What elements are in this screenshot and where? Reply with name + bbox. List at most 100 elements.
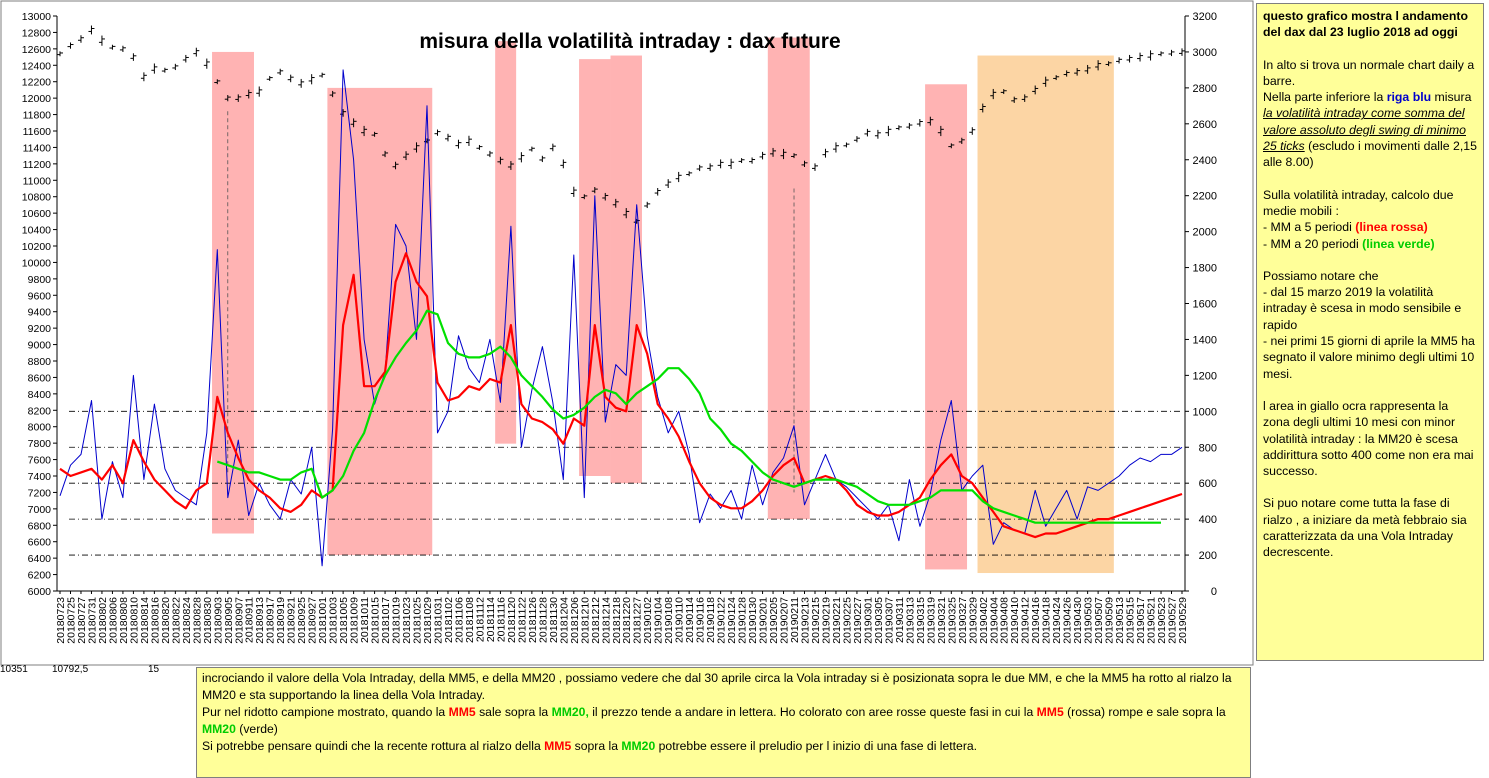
- green-line-label: (linea verde): [1362, 236, 1435, 251]
- x-tick-label: 20190412: [1020, 597, 1032, 644]
- left-tick-label: 9200: [28, 323, 52, 335]
- left-tick-label: 9400: [28, 307, 52, 319]
- x-tick-label: 20180925: [296, 597, 308, 644]
- cell-2: 10792,5: [52, 664, 89, 675]
- right-tick-label: 1400: [1193, 334, 1217, 346]
- side-note-p2c: (escludo i movimenti dalle 2,15 alle 8.0…: [1263, 139, 1477, 170]
- mm20-label: MM20: [202, 722, 236, 736]
- x-tick-label: 20181218: [611, 597, 623, 644]
- side-note-definition: la volatilità intraday come somma del va…: [1263, 106, 1466, 154]
- left-tick-label: 9000: [28, 340, 52, 352]
- left-tick-label: 8600: [28, 372, 52, 384]
- left-tick-label: 6800: [28, 520, 52, 532]
- side-note-p6: Si puo notare come tutta la fase di rial…: [1263, 496, 1467, 560]
- x-tick-label: 20190301: [862, 597, 874, 644]
- cell-3: 15: [148, 664, 160, 675]
- x-tick-label: 20190410: [1009, 597, 1021, 644]
- x-tick-label: 20181126: [527, 597, 539, 643]
- x-tick-label: 20181212: [590, 597, 602, 644]
- bottom-note-line2: Pur nel ridotto campione mostrato, quand…: [202, 704, 1245, 738]
- bottom-note-line1: incrociando il valore della Vola Intrada…: [202, 671, 1232, 702]
- left-tick-label: 8800: [28, 356, 52, 368]
- x-tick-label: 20181120: [506, 597, 518, 643]
- mm20-label: MM20,: [551, 705, 589, 719]
- bottom-text: il prezzo tende a andare in lettera. Ho …: [588, 705, 1037, 719]
- x-tick-label: 20190124: [726, 597, 738, 644]
- x-tick-label: 20181112: [474, 597, 486, 642]
- x-tick-label: 20190515: [1125, 597, 1137, 644]
- x-tick-label: 20190102: [642, 597, 654, 644]
- x-tick-label: 20181029: [422, 597, 434, 644]
- x-tick-label: 20190426: [1062, 597, 1074, 644]
- right-tick-label: 2200: [1193, 191, 1217, 203]
- x-tick-label: 20190221: [831, 597, 843, 644]
- x-tick-label: 20190521: [1146, 597, 1158, 644]
- right-tick-label: 2000: [1193, 227, 1217, 239]
- x-tick-label: 20180820: [160, 597, 172, 644]
- x-tick-label: 20181009: [349, 597, 361, 644]
- x-tick-label: 20180806: [107, 597, 119, 644]
- x-tick-label: 20181227: [632, 597, 644, 644]
- left-tick-label: 12400: [22, 60, 51, 72]
- x-tick-label: 20180921: [286, 597, 298, 644]
- left-tick-label: 6400: [28, 553, 52, 565]
- red-zone-7: [925, 84, 968, 570]
- left-tick-label: 10000: [22, 257, 51, 269]
- volatility-chart: 6000620064006600680070007200740076007800…: [0, 0, 1254, 666]
- x-tick-label: 20190404: [988, 597, 1000, 644]
- x-tick-label: 20180903: [212, 597, 224, 644]
- x-tick-label: 20190329: [967, 597, 979, 644]
- x-tick-label: 20190130: [747, 597, 759, 644]
- left-tick-label: 7400: [28, 471, 52, 483]
- chart-title: misura della volatilità intraday : dax f…: [419, 30, 840, 53]
- x-tick-label: 20181031: [432, 597, 444, 644]
- x-tick-label: 20190201: [758, 597, 770, 644]
- series-line-mm5: [59, 252, 1183, 539]
- side-note-p4c: - nei primi 15 giorni di aprile la MM5 h…: [1263, 334, 1475, 381]
- side-note-p2b: misura: [1431, 90, 1472, 105]
- right-tick-label: 2600: [1193, 119, 1217, 131]
- x-tick-label: 20190128: [737, 597, 749, 644]
- mm5-label: MM5: [1036, 705, 1064, 719]
- x-tick-label: 20180828: [191, 597, 203, 644]
- cell-1: 10351: [0, 664, 28, 675]
- x-tick-label: 20181128: [537, 597, 549, 643]
- left-tick-label: 9800: [28, 274, 52, 286]
- left-tick-label: 12800: [22, 27, 51, 39]
- side-note-mm20: - MM a 20 periodi: [1263, 236, 1363, 251]
- x-tick-label: 20190215: [810, 597, 822, 644]
- x-tick-label: 20190509: [1104, 597, 1116, 644]
- right-tick-label: 1800: [1193, 263, 1217, 275]
- left-tick-label: 12000: [22, 93, 51, 105]
- x-tick-label: 20181017: [380, 597, 392, 644]
- left-tick-label: 11000: [23, 175, 52, 187]
- x-tick-label: 20181122: [516, 597, 528, 643]
- left-tick-label: 11200: [23, 159, 52, 171]
- side-note-p1: In alto si trova un normale chart daily …: [1263, 57, 1475, 88]
- bottom-text: (rossa) rompe e sale sopra la: [1063, 705, 1226, 719]
- x-tick-label: 20180927: [307, 597, 319, 644]
- left-tick-label: 7000: [28, 504, 52, 516]
- bottom-note-panel: incrociando il valore della Vola Intrada…: [196, 667, 1251, 778]
- x-tick-label: 20181015: [370, 597, 382, 644]
- left-tick-label: 10600: [22, 208, 51, 220]
- x-tick-label: 20190527: [1167, 597, 1179, 644]
- x-tick-label: 20181214: [600, 597, 612, 644]
- mm20-label: MM20: [621, 739, 656, 753]
- right-tick-label: 1600: [1193, 299, 1217, 311]
- mm5-label: MM5: [544, 739, 572, 753]
- bottom-text: Si potrebbe pensare quindi che la recent…: [202, 739, 545, 753]
- x-tick-label: 20190225: [841, 597, 853, 644]
- x-tick-label: 20181210: [579, 597, 591, 644]
- x-tick-label: 20190507: [1093, 597, 1105, 644]
- x-tick-label: 20180905: [223, 597, 235, 644]
- x-tick-label: 20190116: [695, 597, 707, 643]
- x-tick-label: 20190430: [1072, 597, 1084, 644]
- bottom-text: potrebbe essere il preludio per l inizio…: [655, 739, 978, 753]
- right-tick-label: 600: [1199, 478, 1217, 490]
- x-tick-label: 20190315: [915, 597, 927, 644]
- ocra-zone: [977, 55, 1114, 574]
- x-tick-label: 20190213: [800, 597, 812, 644]
- x-tick-label: 20180913: [254, 597, 266, 644]
- side-note-mm5: - MM a 5 periodi: [1263, 220, 1356, 235]
